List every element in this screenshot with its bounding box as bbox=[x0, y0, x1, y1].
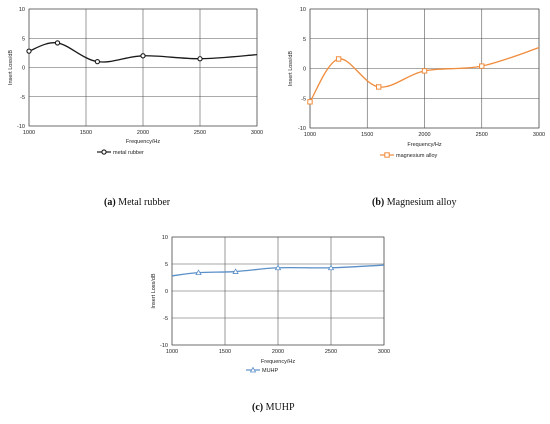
data-point bbox=[307, 99, 313, 105]
y-tick-label: 5 bbox=[22, 36, 25, 42]
caption-b-text: Magnesium alloy bbox=[384, 197, 457, 208]
x-axis-label: Frequency/Hz bbox=[407, 142, 441, 148]
chart-a: 1000 1500 2000 2500 3000 -10 -5 0 5 10 Frequency/H… bbox=[8, 7, 263, 156]
y-axis-label: Insert Loss/dB bbox=[8, 50, 14, 85]
data-point bbox=[54, 40, 61, 46]
y-tick-label: 0 bbox=[165, 289, 168, 295]
x-tick-label: 1500 bbox=[219, 349, 231, 355]
x-tick-label: 3000 bbox=[251, 130, 263, 136]
caption-a: (a) Metal rubber bbox=[104, 197, 170, 208]
x-axis-label: Frequency/Hz bbox=[261, 359, 295, 365]
caption-c: (c) MUHP bbox=[252, 402, 295, 413]
caption-b: (b) Magnesium alloy bbox=[372, 197, 456, 208]
y-tick-label: -5 bbox=[20, 95, 25, 101]
y-tick-label: 5 bbox=[303, 37, 306, 43]
data-point bbox=[94, 59, 101, 65]
data-point bbox=[327, 264, 335, 271]
data-point bbox=[232, 268, 239, 274]
caption-c-text: MUHP bbox=[263, 402, 295, 413]
x-tick-label: 1000 bbox=[304, 132, 316, 138]
y-tick-label: -10 bbox=[17, 124, 25, 130]
chart-c: 1000 1500 2000 2500 3000 -10 -5 0 5 10 Frequency/H… bbox=[151, 235, 390, 374]
data-point bbox=[421, 68, 428, 74]
x-tick-label: 1500 bbox=[361, 132, 373, 138]
series-line bbox=[309, 47, 540, 103]
series-line bbox=[171, 264, 385, 277]
caption-b-label: (b) bbox=[372, 197, 385, 208]
legend-label: MUHP bbox=[262, 368, 279, 374]
data-point bbox=[197, 56, 203, 62]
y-tick-label: 10 bbox=[19, 7, 25, 13]
x-axis-label: Frequency/Hz bbox=[126, 139, 160, 145]
chart-b: 1000 1500 2000 2500 3000 -10 -5 0 5 10 Frequency/H… bbox=[288, 7, 545, 159]
x-tick-label: 2500 bbox=[194, 130, 206, 136]
y-tick-label: 10 bbox=[162, 235, 168, 241]
caption-a-text: Metal rubber bbox=[115, 197, 171, 208]
caption-c-label: (c) bbox=[252, 402, 264, 413]
y-axis-label: Insert Loss/dB bbox=[151, 273, 157, 308]
legend-marker bbox=[384, 152, 390, 158]
x-tick-label: 1500 bbox=[80, 130, 92, 136]
legend-marker bbox=[249, 366, 257, 373]
data-point bbox=[335, 56, 342, 62]
y-tick-label: -10 bbox=[160, 343, 168, 349]
data-point bbox=[274, 264, 282, 271]
series-line bbox=[28, 42, 258, 63]
y-tick-label: 5 bbox=[165, 262, 168, 268]
x-tick-label: 3000 bbox=[533, 132, 545, 138]
x-tick-label: 2000 bbox=[272, 349, 284, 355]
x-tick-label: 2500 bbox=[325, 349, 337, 355]
x-tick-label: 2000 bbox=[418, 132, 430, 138]
x-tick-label: 2500 bbox=[476, 132, 488, 138]
data-point bbox=[140, 53, 146, 59]
y-tick-label: -5 bbox=[163, 316, 168, 322]
legend-label: magnesium alloy bbox=[396, 153, 438, 159]
y-tick-label: -10 bbox=[298, 126, 306, 132]
y-tick-label: -5 bbox=[301, 96, 306, 102]
caption-a-label: (a) bbox=[104, 197, 116, 208]
x-tick-label: 1000 bbox=[166, 349, 178, 355]
x-tick-label: 2000 bbox=[137, 130, 149, 136]
x-tick-label: 1000 bbox=[23, 130, 35, 136]
legend-marker bbox=[101, 149, 107, 155]
y-axis-label: Insert Loss/dB bbox=[288, 51, 294, 86]
legend-label: metal rubber bbox=[113, 150, 144, 156]
y-tick-label: 10 bbox=[300, 7, 306, 13]
x-tick-label: 3000 bbox=[378, 349, 390, 355]
data-point bbox=[376, 84, 382, 90]
data-point bbox=[195, 269, 202, 276]
data-point bbox=[26, 48, 32, 54]
y-tick-label: 0 bbox=[22, 66, 25, 72]
data-point bbox=[479, 63, 485, 69]
y-tick-label: 0 bbox=[303, 67, 306, 73]
